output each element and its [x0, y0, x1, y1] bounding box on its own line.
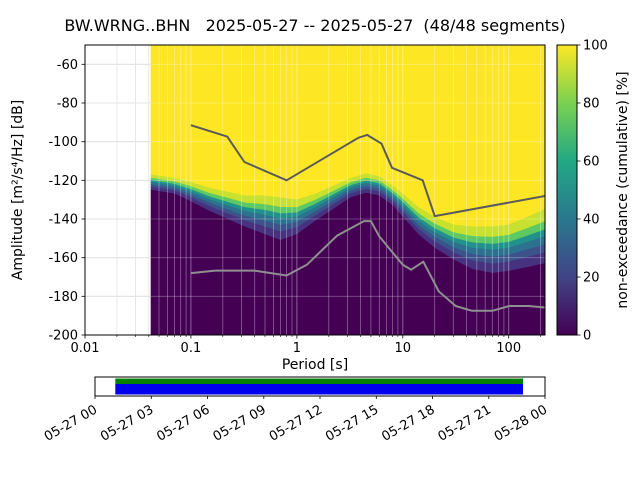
colorbar-gradient [557, 45, 577, 335]
timeline-tick-label: 05-27 15 [323, 402, 381, 444]
x-tick-label: 10 [395, 341, 412, 356]
timeline-tick-label: 05-27 03 [98, 402, 156, 444]
y-tick-label: -160 [48, 251, 78, 266]
timeline-tick-label: 05-27 12 [267, 402, 325, 444]
x-axis-ticks: 0.01 0.1 1 10 100 [71, 335, 541, 356]
ppsd-heatmap [150, 45, 545, 335]
y-tick-label: -180 [48, 290, 78, 305]
timeline-tick-label: 05-28 00 [492, 402, 550, 444]
colorbar-tick-label: 20 [583, 271, 600, 286]
nhnm-line [190, 124, 545, 218]
timeline-tick-label: 05-27 18 [379, 402, 437, 444]
nlnm-line [190, 220, 545, 312]
colorbar-border [556, 44, 578, 336]
x-tick-label: 1 [293, 341, 301, 356]
colorbar-tick-label: 100 [583, 39, 608, 54]
y-axis-ticks: -200 -180 -160 -140 -120 -100 -80 -60 [48, 58, 85, 344]
timeline-tick-label: 05-27 06 [154, 402, 212, 444]
y-axis-label: Amplitude [m²/s⁴/Hz] [dB] [10, 100, 26, 280]
timeline-tick-label: 05-27 21 [436, 402, 494, 444]
colorbar-tick-label: 60 [583, 155, 600, 170]
plot-border [84, 44, 546, 336]
timeline-tick-label: 05-27 00 [42, 402, 100, 444]
noise-model-lines [190, 124, 545, 312]
colorbar-label: non-exceedance (cumulative) [%] [615, 71, 631, 308]
x-tick-label: 0.1 [181, 341, 202, 356]
y-tick-label: -80 [57, 97, 78, 112]
timeline-data-coverage [115, 384, 524, 395]
y-tick-label: -120 [48, 174, 78, 189]
y-tick-label: -60 [57, 58, 78, 73]
chart-render-root: 0.01 0.1 1 10 100 -200 -180 -160 -140 -120 -100 -80… [42, 39, 608, 445]
timeline-tick-label: 05-27 09 [211, 402, 269, 444]
chart-title: BW.WRNG..BHN 2025-05-27 -- 2025-05-27 (4… [64, 16, 565, 35]
y-tick-label: -100 [48, 135, 78, 150]
y-tick-label: -140 [48, 213, 78, 228]
colorbar-tick-label: 0 [583, 329, 591, 344]
x-axis-label: Period [s] [282, 357, 348, 373]
x-tick-label: 100 [496, 341, 521, 356]
y-tick-label: -200 [48, 329, 78, 344]
colorbar-tick-label: 40 [583, 213, 600, 228]
x-tick-label: 0.01 [71, 341, 100, 356]
timeline-used-segments [115, 378, 524, 384]
colorbar: 0 20 40 60 80 100 [556, 39, 608, 344]
colorbar-tick-label: 80 [583, 97, 600, 112]
